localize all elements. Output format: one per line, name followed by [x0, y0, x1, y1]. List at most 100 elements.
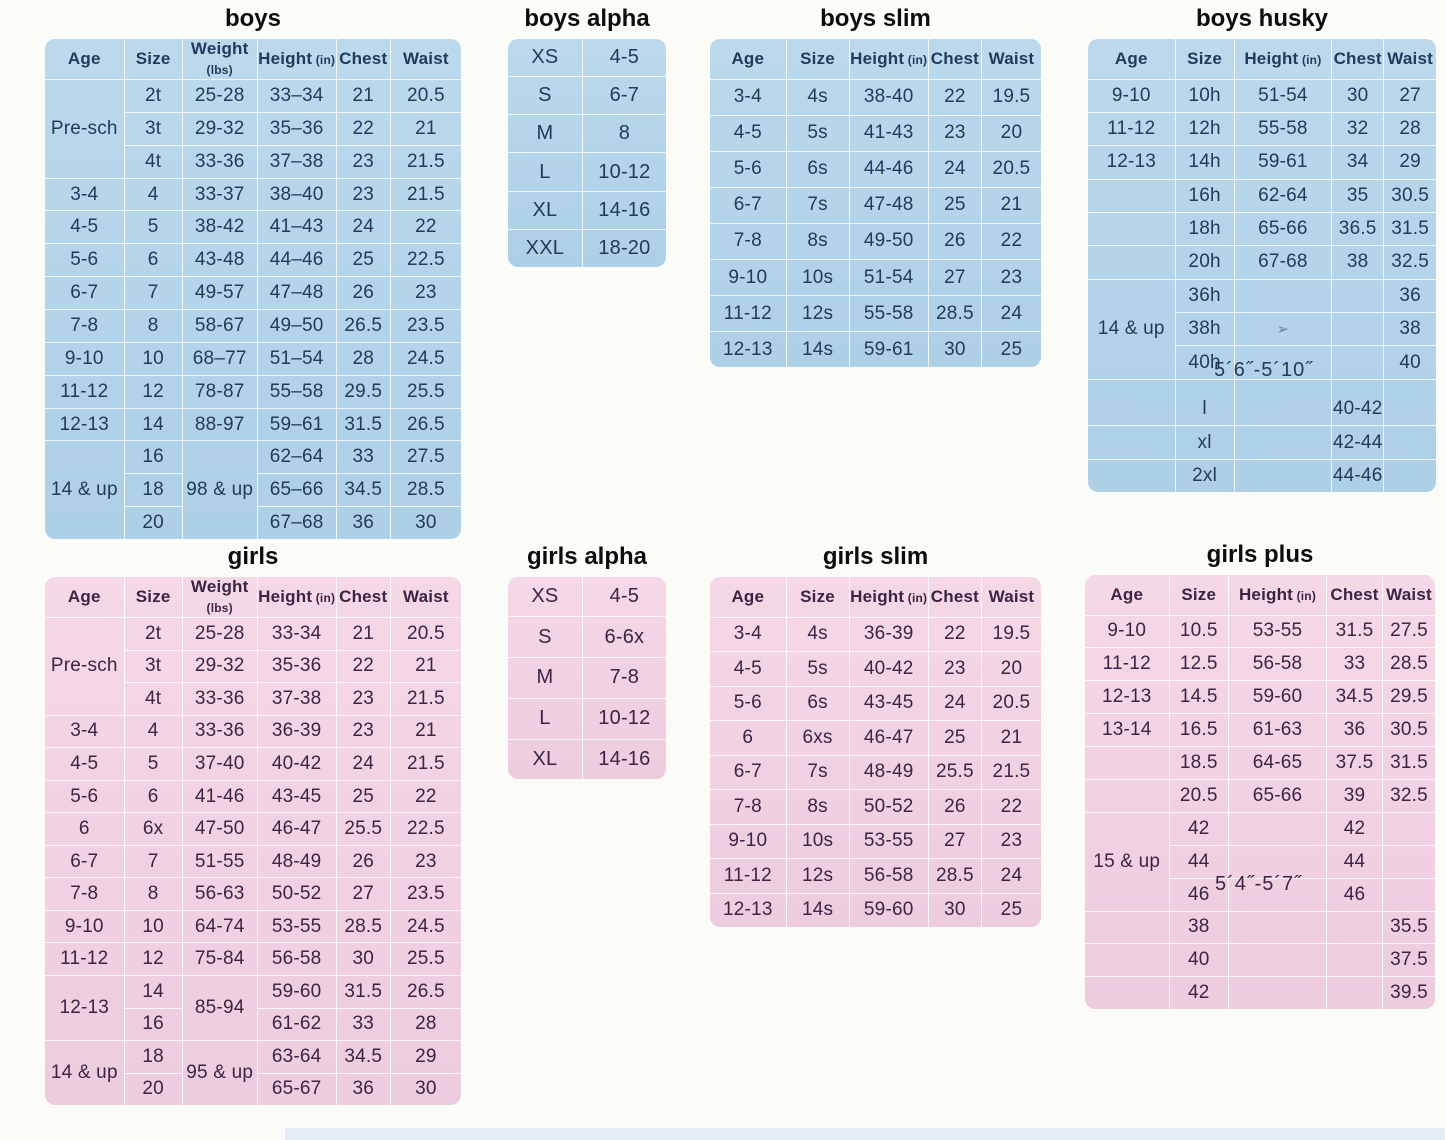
- boys-slim-table: Age Size Height (in) Chest Waist 3-4 4s 38-40 22…: [710, 39, 1041, 367]
- table-cell: 10: [124, 910, 183, 944]
- table-cell: 14-16: [582, 191, 666, 231]
- table-cell: 11-12: [710, 295, 787, 333]
- table-cell: 40-42: [257, 747, 337, 781]
- table-cell: 14 & up: [45, 440, 125, 539]
- table-cell: 21: [390, 715, 461, 749]
- table-cell: 22: [928, 79, 982, 116]
- table-cell: 11-12: [710, 858, 787, 894]
- table-cell: 21: [981, 187, 1041, 224]
- table-cell: 36: [336, 506, 391, 539]
- table-row: 6-7 7 49-57 47–48 26 23: [45, 276, 461, 311]
- table-cell: 14: [124, 408, 183, 442]
- table-cell: 46-47: [257, 812, 337, 846]
- table-cell: 25: [928, 720, 982, 756]
- table-cell: 75-84: [182, 942, 258, 977]
- table-cell: 2t: [124, 617, 183, 651]
- table-cell: 42-44: [1331, 425, 1385, 460]
- table-cell: 14.5: [1169, 680, 1229, 715]
- table-cell: 88-97: [182, 408, 258, 442]
- table-row: M 7-8: [508, 657, 666, 699]
- boys-slim-table-panel: Age Size Height (in) Chest Waist 3-4 4s 38-40 22…: [710, 39, 1041, 367]
- table-cell: 40: [1383, 345, 1436, 380]
- table-cell: 3-4: [710, 79, 787, 116]
- table-cell: 33: [336, 440, 391, 475]
- girls-plus-size-chart: girls plus Age Size Height (in) Chest Waist 9…: [1085, 540, 1435, 1009]
- table-cell: 9-10: [710, 259, 787, 297]
- column-header: Age: [45, 577, 125, 618]
- table-cell: 22: [928, 617, 982, 653]
- table-cell: 23.5: [390, 877, 461, 911]
- table-cell: 25.5: [928, 755, 982, 791]
- table-cell: 23: [390, 845, 461, 879]
- table-cell: [1228, 976, 1327, 1009]
- table-cell: 24: [981, 295, 1041, 333]
- table-row: 5-6 6 43-48 44–46 25 22.5: [45, 243, 461, 278]
- table-cell: 14s: [786, 331, 850, 367]
- table-cell: 53-55: [257, 910, 337, 944]
- table-cell: [1383, 425, 1436, 460]
- column-header: Age: [710, 577, 787, 618]
- table-cell: 24: [336, 210, 391, 245]
- table-cell: 3t: [124, 650, 183, 684]
- table-row: L 10-12: [508, 152, 666, 192]
- table-cell: 30: [415, 1078, 437, 1100]
- table-cell: 64-74: [182, 910, 258, 944]
- table-cell: 27.5: [1382, 615, 1435, 649]
- table-cell: 10s: [786, 824, 850, 860]
- table-cell: Pre-sch: [45, 79, 125, 179]
- column-header: Age: [1085, 575, 1170, 616]
- column-header: Size: [1175, 39, 1235, 80]
- table-row: 9-10 10h 51-54 30 27: [1088, 79, 1436, 113]
- table-cell: 7-8: [710, 223, 787, 260]
- table-cell: L: [508, 698, 583, 740]
- table-row: 7-8 8 56-63 50-52 27 23.5: [45, 877, 461, 911]
- table-row: 12-13 14h 59-61 34 29: [1088, 145, 1436, 180]
- column-header: Chest: [928, 39, 982, 80]
- table-cell: 8: [582, 114, 666, 154]
- table-cell: 10: [124, 342, 183, 376]
- table-row: 44 44: [1085, 845, 1435, 879]
- table-cell: 28: [336, 342, 391, 376]
- table-cell: 27: [928, 824, 982, 860]
- girls-alpha-table: XS 4-5 S 6-6x M 7-8 L 10-12 XL 14-16: [508, 577, 666, 779]
- table-cell: [1326, 911, 1383, 945]
- table-cell: 26: [336, 845, 391, 879]
- table-cell: 26: [928, 223, 982, 260]
- table-cell: S: [508, 76, 583, 116]
- table-row: 11-12 12 75-84 56-58 30 25.5: [45, 942, 461, 977]
- table-cell: [1228, 812, 1327, 846]
- girls-slim-table: Age Size Height (in) Chest Waist 3-4 4s 36-39 22…: [710, 577, 1041, 927]
- table-cell: 51-54: [1234, 79, 1333, 113]
- table-row: 14 & up 36h 36: [1088, 279, 1436, 380]
- table-cell: 28.5: [336, 910, 391, 944]
- table-cell: 59-61: [1234, 145, 1333, 180]
- table-row: 4t 33-36 37-38 23 21.5: [45, 682, 461, 716]
- table-cell: 18: [124, 473, 183, 508]
- table-row: 7-8 8s 49-50 26 22: [710, 223, 1041, 260]
- table-row: 16 61-62 33 28: [45, 1008, 461, 1042]
- table-cell: 31.5: [1382, 746, 1435, 780]
- table-cell: 12-13: [1085, 680, 1170, 715]
- table-cell: 29: [390, 1040, 461, 1074]
- column-header: Waist: [981, 577, 1041, 618]
- table-cell: [1085, 746, 1170, 780]
- boys-alpha-table-panel: XS 4-5 S 6-7 M 8 L 10-12 XL 14-16 XXL 18-20: [508, 39, 666, 267]
- boys-alpha-size-chart: boys alpha XS 4-5 S 6-7 M 8 L 10-12 XL 14-16 XXL 18…: [508, 4, 666, 267]
- table-cell: 15 & up: [1085, 812, 1170, 912]
- table-row: 40 37.5: [1085, 943, 1435, 978]
- table-cell: l: [1175, 393, 1235, 427]
- table-cell: 30: [928, 331, 982, 367]
- table-cell: [1382, 812, 1435, 846]
- table-cell: 22: [981, 789, 1041, 825]
- table-cell: 30: [336, 942, 391, 977]
- table-row: S 6-7: [508, 76, 666, 116]
- table-row: S 6-6x: [508, 616, 666, 659]
- table-row: Pre-sch 2t 25-28 33-34 21 20.5: [45, 617, 461, 716]
- table-cell: 6-7: [710, 187, 787, 224]
- table-cell: 23: [928, 115, 982, 152]
- table-cell: [1234, 279, 1333, 314]
- table-cell: 22.5: [390, 243, 461, 278]
- table-cell: 12.5: [1169, 647, 1229, 682]
- table-cell: 95 & up: [182, 1040, 258, 1105]
- table-cell: 33-36: [182, 145, 258, 179]
